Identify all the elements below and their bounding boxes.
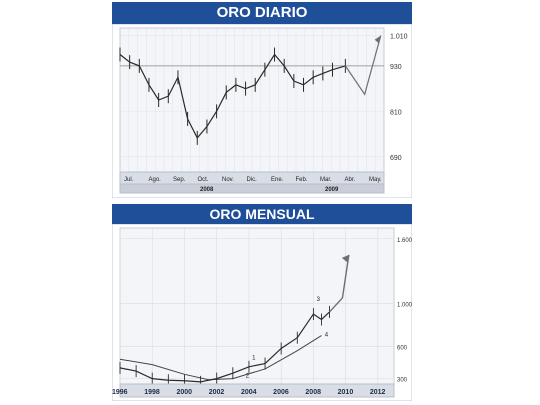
daily-month-label: Dic. (247, 177, 258, 183)
daily-year-label: 2008 (200, 187, 214, 193)
daily-chart: 1.010 930 810 690 Jul. Ago. Sep. Oct. Nov. Dic. En… (112, 24, 412, 198)
daily-month-label: Nov. (222, 177, 234, 183)
daily-chart-title: ORO DIARIO (216, 4, 308, 21)
daily-ytick-label: 810 (390, 109, 402, 116)
daily-month-label: Oct. (198, 177, 209, 183)
monthly-arrowhead (341, 254, 349, 263)
daily-month-label: Abr. (345, 177, 356, 183)
monthly-annotation: 2 (246, 374, 250, 380)
monthly-ytick-label: 1.000 (397, 302, 412, 308)
monthly-year-label: 2010 (338, 389, 354, 396)
daily-ytick-label: 1.010 (390, 34, 408, 41)
monthly-year-label: 2008 (305, 389, 321, 396)
monthly-annotation: 4 (325, 333, 329, 339)
daily-price-line (119, 53, 346, 139)
daily-ytick-label: 690 (390, 155, 402, 162)
daily-month-label: Ago. (149, 177, 162, 183)
monthly-title-band: ORO MENSUAL (112, 204, 412, 224)
daily-arrowhead (374, 35, 381, 44)
daily-gold-panel: ORO DIARIO 1.010 930 810 690 Jul. Ago. Sep. Oct… (112, 2, 412, 198)
daily-year-axis (119, 183, 385, 194)
daily-month-label: Sep. (173, 177, 186, 183)
monthly-year-label: 2004 (241, 389, 257, 396)
monthly-annotation: 3 (317, 297, 321, 303)
monthly-year-label: 2000 (176, 389, 192, 396)
monthly-chart-title: ORO MENSUAL (209, 206, 315, 222)
monthly-ytick-label: 600 (397, 345, 408, 351)
daily-year-label: 2009 (325, 187, 339, 193)
monthly-plot-area (119, 227, 395, 385)
daily-month-label: Ene. (271, 177, 284, 183)
daily-ytick-label: 930 (390, 64, 402, 71)
daily-projection-arrow (344, 35, 382, 96)
monthly-trend-curve (119, 335, 322, 381)
monthly-year-label: 2006 (273, 389, 289, 396)
monthly-projection-arrow (329, 254, 350, 313)
daily-month-label: Feb. (296, 177, 308, 183)
monthly-chart: 1.600 1.000 600 300 1 2 3 4 1996 1998 2000 2002 2004… (112, 224, 412, 401)
daily-title-band: ORO DIARIO (112, 2, 412, 24)
monthly-year-label: 2002 (209, 389, 225, 396)
monthly-ytick-label: 1.600 (397, 238, 412, 244)
daily-month-label: Jul. (124, 177, 134, 183)
monthly-year-label: 1998 (144, 389, 160, 396)
monthly-gold-panel: ORO MENSUAL 1.600 1.000 600 300 1 2 3 4 1996 1998… (112, 204, 412, 401)
monthly-year-label: 1996 (112, 389, 128, 396)
monthly-ytick-label: 300 (397, 378, 408, 384)
daily-month-label: Mar. (320, 177, 332, 183)
daily-month-label: May. (369, 177, 382, 183)
monthly-year-label: 2012 (370, 389, 386, 396)
monthly-year-axis (119, 383, 395, 398)
monthly-annotation: 1 (252, 355, 256, 361)
